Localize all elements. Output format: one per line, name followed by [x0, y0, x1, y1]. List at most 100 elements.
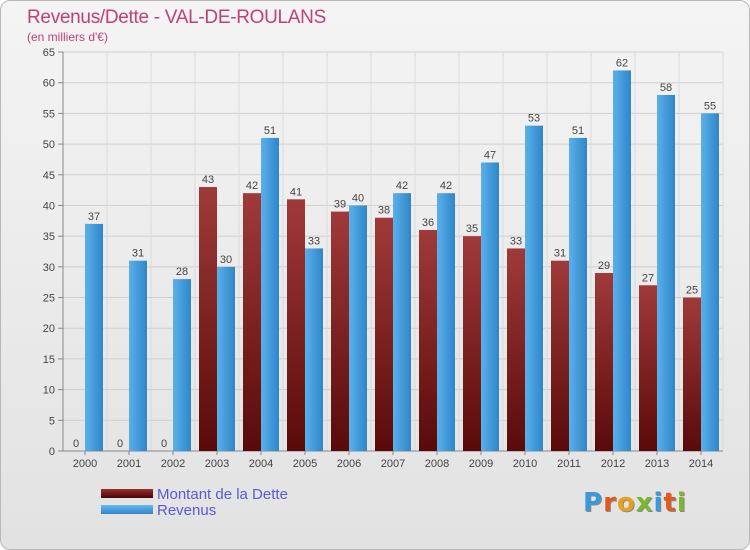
y-tick-label: 65 — [43, 47, 55, 59]
data-label-debt: 36 — [422, 217, 434, 229]
x-tick-label: 2009 — [469, 458, 493, 470]
data-label-debt: 27 — [642, 272, 654, 284]
logo-letter: x — [635, 488, 654, 518]
x-tick-label: 2012 — [601, 458, 625, 470]
data-label-debt: 39 — [334, 199, 346, 211]
data-label-debt: 0 — [73, 438, 79, 450]
data-label-revenue: 58 — [660, 82, 672, 94]
data-label-revenue: 31 — [132, 248, 144, 260]
data-label-debt: 33 — [510, 235, 522, 247]
logo-letter: i — [653, 488, 664, 518]
bar-revenue — [173, 279, 191, 451]
bar-debt — [639, 285, 657, 451]
bar-revenue — [349, 205, 367, 451]
logo-letter: o — [616, 488, 636, 518]
x-tick-label: 2001 — [117, 458, 141, 470]
y-tick-label: 30 — [43, 262, 55, 274]
data-label-debt: 0 — [117, 438, 123, 450]
y-tick-label: 60 — [43, 78, 55, 90]
y-tick-label: 55 — [43, 108, 55, 120]
legend-label-revenue: Revenus — [157, 502, 217, 519]
legend-swatch-debt — [101, 489, 153, 498]
x-tick-label: 2010 — [513, 458, 537, 470]
y-tick-label: 0 — [49, 446, 55, 458]
x-tick-label: 2003 — [205, 458, 229, 470]
data-label-debt: 31 — [554, 248, 566, 260]
data-label-revenue: 40 — [352, 192, 364, 204]
bar-debt — [595, 272, 613, 451]
data-label-debt: 25 — [686, 285, 698, 297]
data-label-debt: 29 — [598, 260, 610, 272]
y-tick-label: 5 — [49, 415, 55, 427]
bar-revenue — [657, 94, 675, 451]
proxiti-logo: Proxiti — [583, 488, 687, 518]
y-tick-label: 40 — [43, 200, 55, 212]
x-tick-label: 2013 — [645, 458, 669, 470]
bar-revenue — [613, 70, 631, 452]
x-tick-label: 2004 — [249, 458, 273, 470]
bar-debt — [287, 199, 305, 451]
x-axis: 2000 2001 2002 2003 2004 2005 2006 2007 2008 2009… — [73, 451, 713, 470]
logo-letter: t — [663, 488, 677, 518]
data-label-revenue: 53 — [528, 113, 540, 125]
x-tick-label: 2007 — [381, 458, 405, 470]
bar-debt — [551, 260, 569, 451]
y-tick-label: 35 — [43, 231, 55, 243]
data-label-revenue: 42 — [440, 180, 452, 192]
data-label-revenue: 33 — [308, 235, 320, 247]
bar-debt — [243, 193, 261, 451]
bar-revenue — [305, 248, 323, 451]
x-tick-label: 2014 — [689, 458, 713, 470]
bar-debt — [331, 211, 349, 451]
y-tick-label: 15 — [43, 354, 55, 366]
x-tick-label: 2000 — [73, 458, 97, 470]
data-label-debt: 38 — [378, 205, 390, 217]
bar-revenue — [701, 113, 719, 451]
logo-letter: r — [603, 488, 617, 518]
data-label-revenue: 55 — [704, 100, 716, 112]
bar-debt — [463, 236, 481, 451]
chart-title: Revenus/Dette - VAL-DE-ROULANS — [27, 7, 326, 28]
legend-swatch-revenue — [101, 505, 153, 514]
x-tick-label: 2008 — [425, 458, 449, 470]
data-label-revenue: 62 — [616, 57, 628, 69]
bar-revenue — [85, 223, 103, 451]
data-label-debt: 42 — [246, 180, 258, 192]
data-label-revenue: 28 — [176, 266, 188, 278]
bars-group: 0 37 0 31 0 28 43 30 42 51 41 33 39 40 38 42 36 42 35 47 33 5… — [73, 57, 719, 452]
data-label-debt: 43 — [202, 174, 214, 186]
x-tick-label: 2011 — [557, 458, 581, 470]
y-tick-label: 50 — [43, 139, 55, 151]
bar-revenue — [129, 260, 147, 451]
bar-revenue — [261, 137, 279, 451]
x-tick-label: 2002 — [161, 458, 185, 470]
data-label-debt: 35 — [466, 223, 478, 235]
y-tick-label: 10 — [43, 385, 55, 397]
bar-debt — [375, 217, 393, 451]
x-tick-label: 2006 — [337, 458, 361, 470]
y-tick-label: 25 — [43, 293, 55, 305]
bar-debt — [683, 297, 701, 451]
legend-label-debt: Montant de la Dette — [157, 486, 288, 503]
logo-letter: P — [583, 488, 604, 518]
data-label-revenue: 30 — [220, 254, 232, 266]
chart-subtitle: (en milliers d'€) — [27, 30, 108, 44]
bar-revenue — [481, 162, 499, 451]
data-label-revenue: 47 — [484, 149, 496, 161]
data-label-debt: 0 — [161, 438, 167, 450]
bar-revenue — [569, 137, 587, 451]
data-label-revenue: 51 — [572, 125, 584, 137]
y-tick-label: 45 — [43, 170, 55, 182]
bar-debt — [507, 248, 525, 451]
bar-revenue — [393, 193, 411, 451]
y-tick-label: 20 — [43, 323, 55, 335]
logo-letter: i — [676, 488, 687, 518]
bar-debt — [199, 187, 217, 452]
data-label-revenue: 37 — [88, 211, 100, 223]
data-label-revenue: 42 — [396, 180, 408, 192]
data-label-debt: 41 — [290, 186, 302, 198]
bar-revenue — [217, 266, 235, 451]
bar-debt — [419, 230, 437, 451]
